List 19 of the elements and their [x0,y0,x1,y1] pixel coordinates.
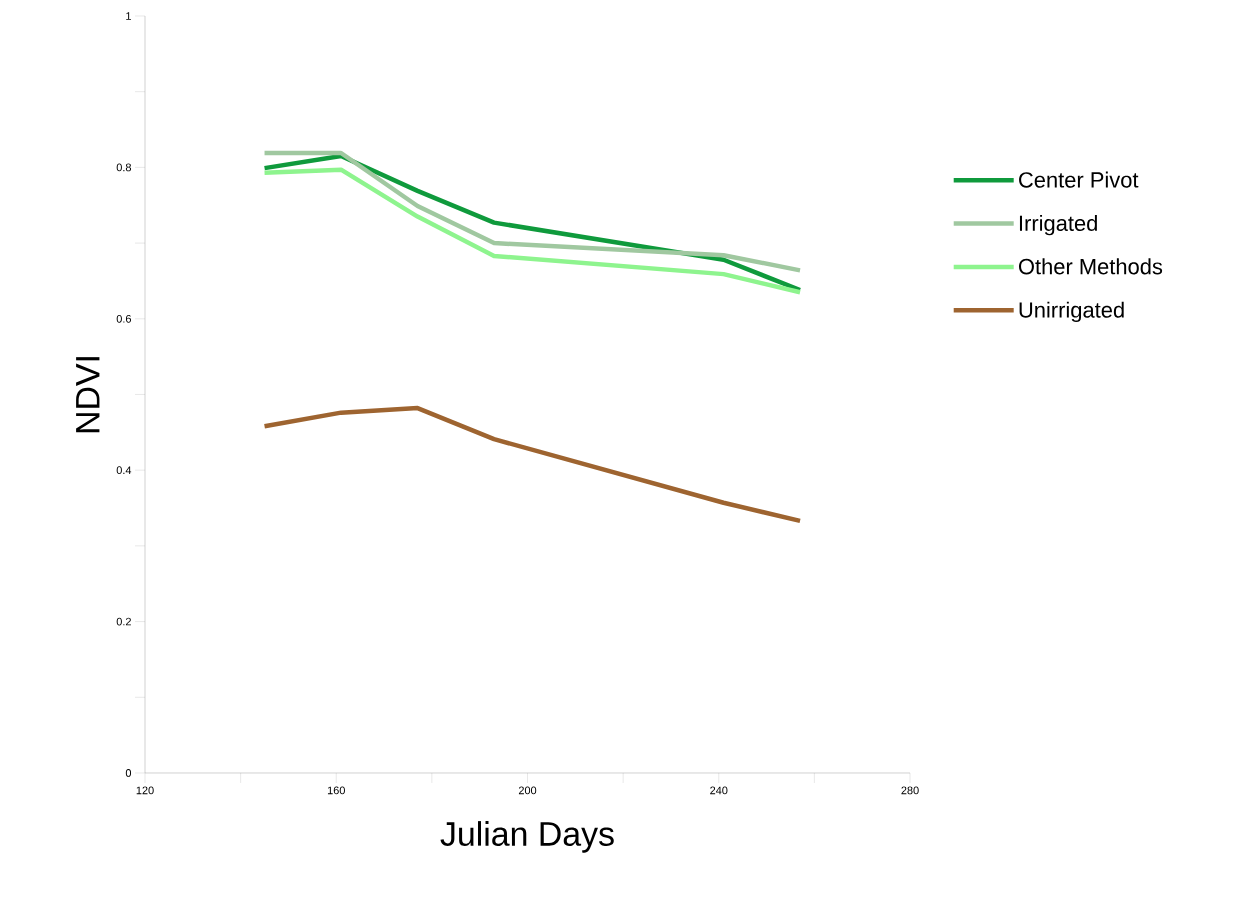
x-tick-label: 120 [136,786,154,795]
line-series [262,150,803,273]
legend-label: Irrigated [1019,214,1097,236]
y-tick-label: 0.4 [116,466,132,475]
legend-label: Unirrigated [1019,301,1124,323]
y-tick-label: 0.8 [116,163,132,172]
x-axis-title: Julian Days [440,821,614,853]
legend-label: Other Methods [1018,258,1163,275]
legend-label: Center Pivot [1019,171,1139,188]
x-tick-label: 160 [327,786,345,795]
y-tick-label: 1 [126,12,131,20]
x-tick-label: 280 [901,786,919,795]
x-tick-label: 240 [710,786,728,795]
x-tick-label: 200 [518,786,537,795]
line-series [262,405,803,524]
y-tick-label: 0.2 [116,617,131,626]
y-axis-title: NDVI [76,357,100,433]
y-tick-label: 0 [125,769,132,777]
y-tick-label: 0.6 [116,314,132,323]
